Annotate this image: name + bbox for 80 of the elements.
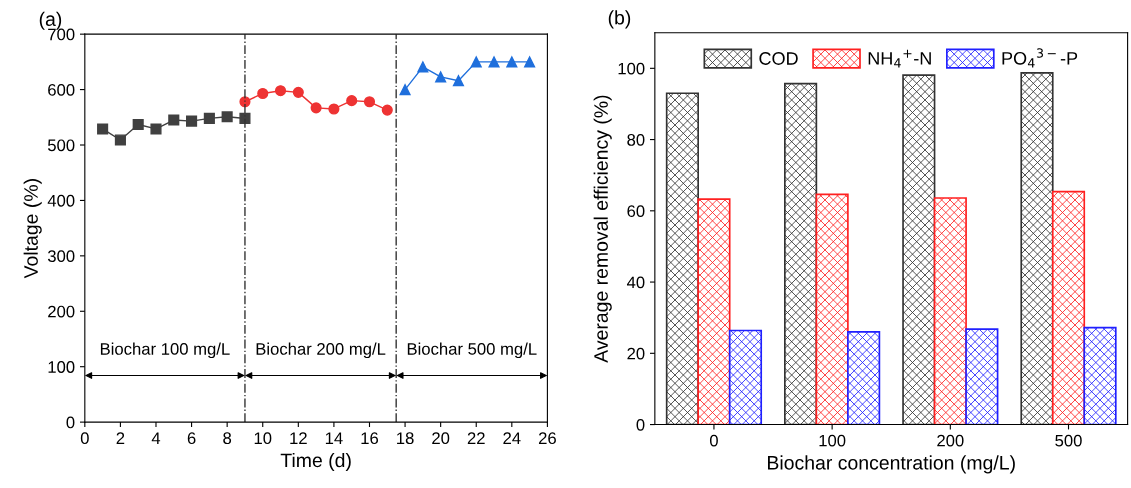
y-tick-label: 500: [47, 139, 75, 152]
x-tick-label: 500: [1055, 434, 1082, 447]
y-tick-label: 80: [627, 133, 645, 146]
y-axis-title: Average removal efficiency (%): [593, 95, 612, 363]
annotation: Biochar 200 mg/L: [256, 342, 386, 359]
point: [150, 123, 162, 135]
point: [274, 85, 287, 97]
x-tick-label: 6: [187, 432, 196, 445]
y-tick-label: 300: [47, 250, 75, 263]
annotation: Biochar 100 mg/L: [100, 342, 230, 359]
point: [363, 96, 376, 108]
x-tick-label: 16: [361, 432, 379, 445]
point: [310, 102, 322, 114]
y-tick-label: 200: [48, 305, 75, 318]
x-tick-label: 200: [937, 434, 964, 447]
point: [221, 111, 233, 123]
y-tick-label: 100: [48, 361, 75, 373]
y-tick-label: 600: [48, 83, 75, 96]
point: [452, 75, 465, 87]
point: [132, 118, 144, 131]
x-tick-label: 4: [151, 432, 161, 444]
x-tick-label: 22: [467, 432, 485, 444]
x-axis-title: Time (d): [280, 452, 351, 472]
bar: [933, 197, 967, 425]
x-tick-label: 26: [538, 432, 556, 445]
y-tick-label: 0: [66, 416, 75, 429]
bar: [665, 92, 700, 425]
x-tick-label: 100: [819, 434, 846, 447]
x-tick-label: 0: [80, 432, 89, 445]
bar: [965, 328, 999, 425]
bar: [815, 193, 849, 425]
bar: [1083, 326, 1117, 425]
bar: [847, 331, 881, 425]
point: [506, 56, 518, 68]
legend-label: PO$_{4}$$^{3−}$-P: [1002, 48, 1078, 68]
y-tick-label: 100: [618, 62, 645, 75]
point: [114, 134, 126, 146]
point: [292, 86, 304, 98]
x-tick-label: 8: [223, 432, 232, 445]
y-tick-label: 400: [47, 194, 75, 207]
bar: [784, 82, 818, 425]
bar: [697, 198, 731, 425]
legend-label: NH$_{4}$$^{+}$-N: [868, 49, 931, 68]
bar: [902, 74, 936, 425]
chart-title: (a): [39, 11, 62, 30]
x-tick-label: 12: [290, 432, 307, 444]
point: [399, 84, 411, 96]
y-axis-title: Voltage (%): [23, 179, 42, 279]
bar: [728, 329, 763, 425]
annotation: Biochar 500 mg/L: [407, 342, 537, 359]
point: [168, 114, 180, 126]
bar: [1020, 72, 1054, 425]
point: [381, 104, 393, 116]
x-tick-label: 24: [503, 432, 521, 444]
x-axis-title: Biochar concentration (mg/L): [768, 455, 1015, 474]
point: [328, 103, 340, 115]
y-tick-label: 20: [627, 347, 645, 360]
bar: [1051, 190, 1086, 425]
point: [417, 61, 429, 73]
point: [435, 71, 447, 83]
x-tick-label: 10: [254, 432, 272, 445]
x-tick-label: 2: [116, 432, 125, 444]
point: [488, 56, 500, 68]
x-tick-label: 0: [709, 434, 718, 447]
legend-label: COD: [759, 52, 798, 65]
x-tick-label: 14: [325, 432, 343, 444]
y-tick-label: 60: [627, 205, 645, 218]
x-tick-label: 18: [397, 432, 414, 445]
point: [257, 87, 269, 100]
point: [524, 56, 536, 68]
point: [186, 115, 198, 127]
point: [203, 112, 215, 124]
chart-title: (b): [608, 10, 631, 29]
y-tick-label: 0: [636, 418, 645, 431]
x-tick-label: 20: [432, 432, 450, 445]
point: [97, 123, 109, 135]
point: [470, 56, 482, 68]
point: [346, 95, 358, 107]
y-tick-label: 700: [48, 28, 75, 41]
y-tick-label: 40: [626, 276, 645, 289]
